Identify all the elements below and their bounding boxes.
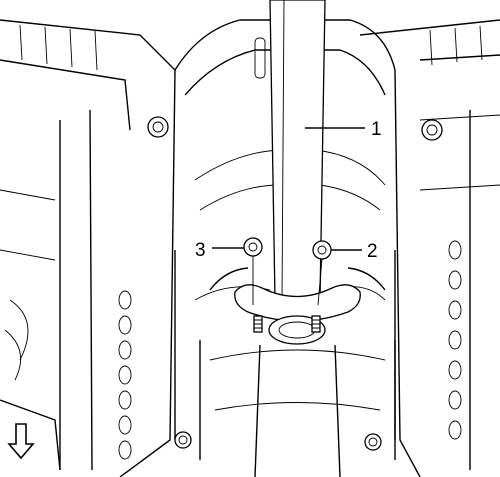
frame-bolt-bottom-right [364, 433, 382, 451]
underbody-right-panel [359, 19, 500, 477]
underbody-left-panel [0, 19, 176, 477]
nut-right [312, 240, 332, 306]
lower-exhaust-section [199, 340, 396, 477]
nut-left [243, 237, 263, 305]
flange-stud-left [253, 315, 263, 333]
right-frame-holes [448, 240, 462, 440]
frame-bolt-bottom-left [174, 431, 192, 449]
callout-2: 2 [367, 241, 378, 262]
flange-stud-right [311, 315, 321, 333]
frame-bolt-top-left [147, 116, 169, 138]
callout-1: 1 [371, 119, 382, 140]
down-arrow-icon [7, 423, 35, 460]
exhaust-flange [209, 267, 386, 345]
frame-bolt-top-right [421, 119, 443, 141]
left-frame-holes [118, 290, 132, 460]
callout-3: 3 [195, 240, 206, 261]
